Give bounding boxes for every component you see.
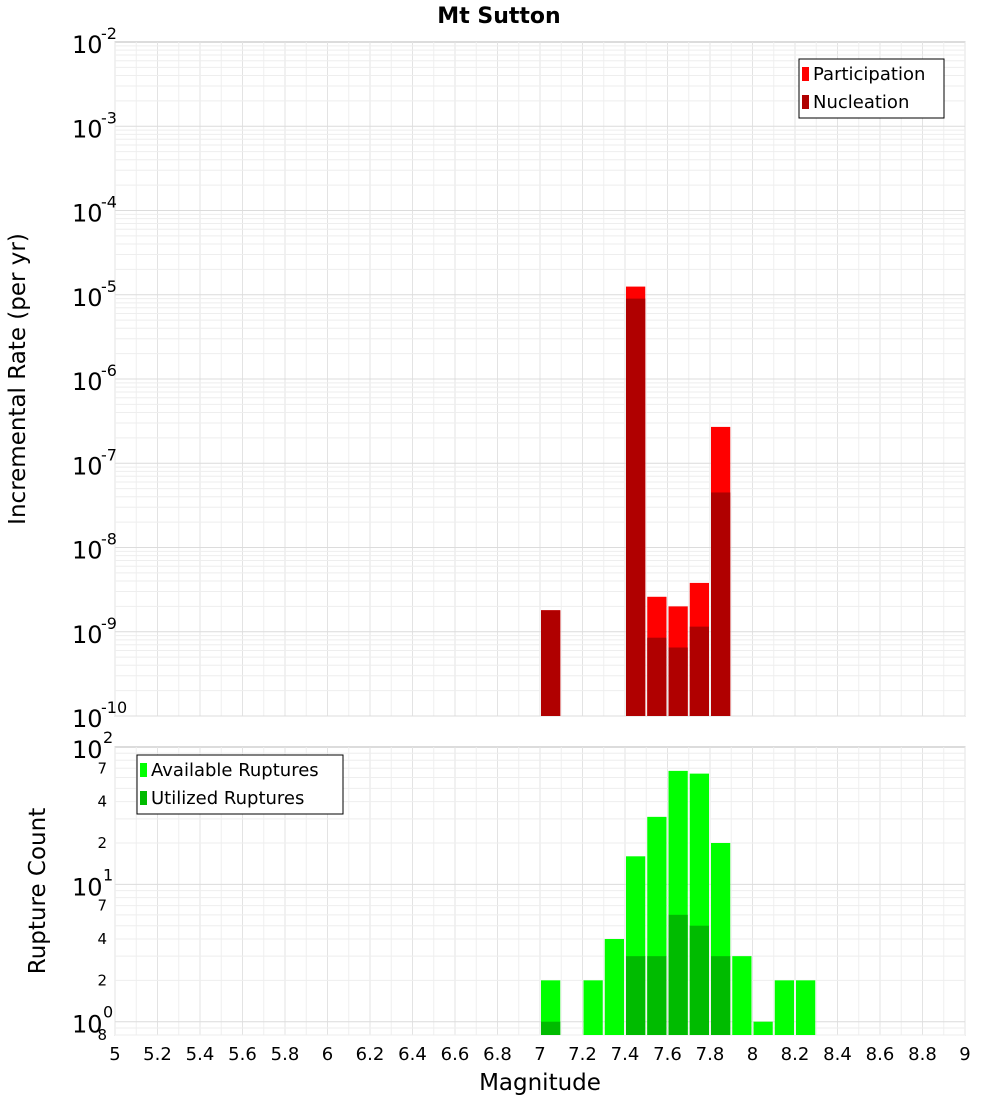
- y-minor-tick-label: 2: [97, 971, 107, 989]
- x-axis-title: Magnitude: [479, 1070, 601, 1096]
- x-tick-label: 6.2: [356, 1044, 385, 1065]
- x-tick-label: 7.4: [611, 1044, 640, 1065]
- rate-plot-grid: [114, 42, 966, 717]
- y-tick-base: 10: [72, 284, 103, 312]
- rate-y-axis-title: Incremental Rate (per yr): [5, 233, 31, 525]
- y-tick-base: 10: [72, 621, 103, 649]
- x-tick-label: 8.6: [866, 1044, 895, 1065]
- x-tick-label: 6.8: [483, 1044, 512, 1065]
- y-tick-exponent: 2: [103, 728, 113, 747]
- rate-bar-s1: [689, 626, 709, 716]
- rate-legend-box: [798, 58, 945, 119]
- x-tick-label: 6.4: [398, 1044, 427, 1065]
- rate-bar-s1: [711, 492, 731, 716]
- y-tick-exponent: 0: [103, 1003, 113, 1022]
- rate-bar-s1: [647, 637, 667, 716]
- y-minor-tick-label: 4: [97, 793, 107, 811]
- x-tick-label: 8.8: [908, 1044, 937, 1065]
- x-tick-label: 7.2: [568, 1044, 597, 1065]
- y-tick-exponent: -3: [101, 108, 117, 127]
- x-tick-label: 5.2: [143, 1044, 172, 1065]
- x-tick-label: 8: [747, 1044, 758, 1065]
- chart-title: Mt Sutton: [437, 4, 560, 29]
- count-bar-s0: [774, 980, 794, 1035]
- count-bar-s1: [711, 956, 731, 1035]
- utilized-ruptures-legend-swatch: [140, 791, 147, 805]
- y-minor-tick-label: 7: [97, 897, 107, 915]
- x-tick-label: 7: [534, 1044, 545, 1065]
- y-minor-tick-label: 2: [97, 834, 107, 852]
- count-bar-s1: [541, 1021, 561, 1035]
- x-tick-label: 5.6: [228, 1044, 257, 1065]
- available-ruptures-legend-swatch: [140, 763, 147, 777]
- x-tick-label: 7.8: [696, 1044, 725, 1065]
- rate-bar-s1: [668, 647, 688, 716]
- y-tick-base: 10: [72, 1011, 103, 1039]
- x-tick-label: 9: [959, 1044, 970, 1065]
- y-tick-base: 10: [72, 537, 103, 565]
- y-tick-base: 10: [72, 200, 103, 228]
- count-bar-s1: [668, 914, 688, 1035]
- rate-legend: Participation Nucleation: [798, 58, 945, 119]
- x-tick-label: 5.4: [186, 1044, 215, 1065]
- count-plot-bars: [541, 770, 816, 1035]
- y-tick-exponent: -9: [101, 614, 117, 633]
- y-tick-exponent: -8: [101, 530, 117, 549]
- x-tick-label: 8.2: [781, 1044, 810, 1065]
- x-tick-label: 6: [322, 1044, 333, 1065]
- count-bar-s0: [796, 980, 816, 1035]
- y-tick-base: 10: [72, 115, 103, 143]
- rate-plot-bars: [541, 286, 731, 716]
- count-bar-s0: [753, 1021, 773, 1035]
- y-tick-exponent: -6: [101, 361, 117, 380]
- count-bar-s0: [604, 939, 624, 1035]
- magnitude-x-ticks: 5 5.2 5.4 5.6 5.8 6 6.2 6.4 6.6 6.8 7 7.2 7.4 7.6 7.8 8…: [109, 1044, 970, 1065]
- count-bar-s0: [541, 980, 561, 1035]
- count-legend: Available Ruptures Utilized Ruptures: [136, 754, 344, 815]
- x-tick-label: 7.6: [653, 1044, 682, 1065]
- y-minor-tick-label: 4: [97, 930, 107, 948]
- participation-legend-label: Participation: [813, 64, 925, 85]
- count-y-axis-title: Rupture Count: [25, 808, 51, 974]
- y-tick-exponent: -2: [101, 24, 117, 43]
- count-bar-s1: [689, 925, 709, 1035]
- x-tick-label: 6.6: [441, 1044, 470, 1065]
- x-tick-label: 8.4: [823, 1044, 852, 1065]
- count-plot-grid: [114, 747, 966, 1036]
- x-tick-label: 5.8: [271, 1044, 300, 1065]
- y-minor-tick-label: 8: [97, 1026, 107, 1044]
- y-tick-base: 10: [72, 368, 103, 396]
- x-tick-label: 5: [109, 1044, 120, 1065]
- y-tick-base: 10: [72, 873, 103, 901]
- y-minor-tick-label: 7: [97, 759, 107, 777]
- y-tick-base: 10: [72, 452, 103, 480]
- y-tick-exponent: -7: [101, 445, 117, 464]
- count-bar-s1: [626, 956, 646, 1035]
- nucleation-legend-swatch: [802, 95, 809, 109]
- y-tick-exponent: 1: [103, 865, 113, 884]
- count-bar-s0: [732, 956, 752, 1035]
- count-legend-box: [136, 754, 344, 815]
- rate-bar-s1: [541, 610, 561, 716]
- y-tick-exponent: -4: [101, 193, 117, 212]
- participation-legend-swatch: [802, 67, 809, 81]
- utilized-ruptures-legend-label: Utilized Ruptures: [151, 788, 304, 809]
- count-bar-s1: [647, 956, 667, 1035]
- y-tick-exponent: -5: [101, 277, 117, 296]
- count-bar-s0: [583, 980, 603, 1035]
- nucleation-legend-label: Nucleation: [813, 92, 909, 113]
- y-tick-exponent: -10: [101, 698, 127, 717]
- available-ruptures-legend-label: Available Ruptures: [151, 760, 319, 781]
- y-tick-base: 10: [72, 705, 103, 733]
- y-tick-base: 10: [72, 736, 103, 764]
- y-tick-base: 10: [72, 31, 103, 59]
- rate-bar-s1: [626, 298, 646, 716]
